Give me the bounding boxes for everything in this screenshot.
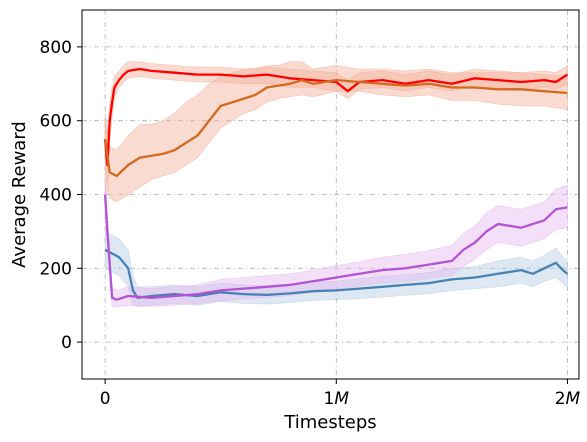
tick-layer: 0 200 400 600 800 0 1M 2M: [40, 38, 581, 409]
series-1-line: [103, 67, 569, 167]
x-tick-label: 1M: [324, 389, 350, 409]
series-3-band: [104, 230, 568, 308]
x-axis-label: Timesteps: [283, 412, 376, 433]
x-tick-label: 2M: [555, 389, 581, 409]
series-2-band: [104, 61, 568, 203]
series-2-line: [103, 78, 568, 178]
y-tick-label: 400: [40, 186, 72, 206]
x-tick-label: 0: [100, 389, 111, 409]
y-tick-label: 600: [40, 112, 72, 132]
series-3-line: [104, 248, 569, 299]
y-axis-label: Average Reward: [9, 121, 30, 268]
y-tick-label: 200: [40, 259, 72, 279]
series-line-layer: [103, 67, 569, 301]
y-tick-label: 800: [40, 38, 72, 58]
series-4-line: [103, 194, 568, 301]
y-tick-label: 0: [61, 333, 72, 353]
series-4-band: [104, 179, 568, 308]
confidence-band-layer: [104, 61, 568, 308]
